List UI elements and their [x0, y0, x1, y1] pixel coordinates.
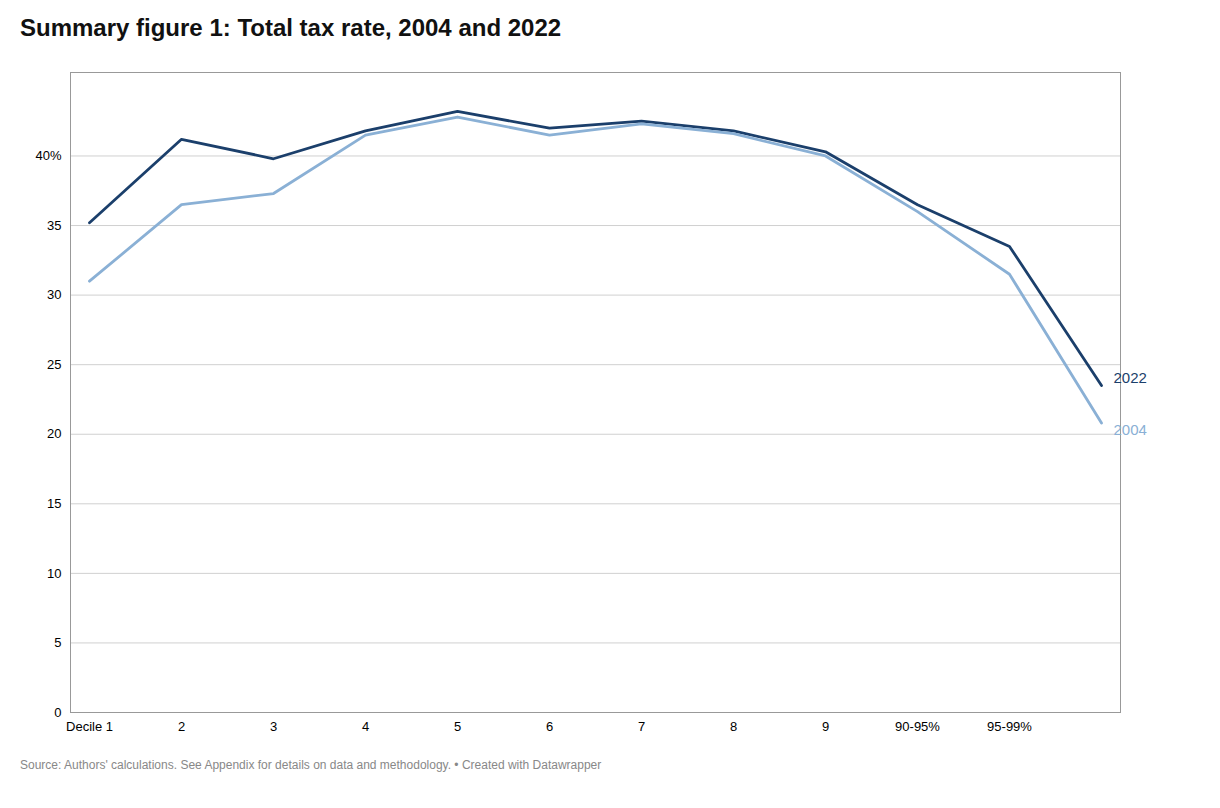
svg-text:2: 2 [178, 719, 185, 734]
svg-text:40%: 40% [35, 148, 61, 163]
svg-text:90-95%: 90-95% [895, 719, 940, 734]
html-text:Summary figure 1: Total tax ra: Summary figure 1: Total tax rate, 2004 a… [20, 14, 562, 41]
svg-text:9: 9 [822, 719, 829, 734]
svg-text:6: 6 [546, 719, 553, 734]
svg-text:5: 5 [54, 635, 61, 650]
svg-text:0: 0 [54, 705, 61, 720]
svg-text:15: 15 [47, 496, 61, 511]
svg-text:20: 20 [47, 426, 61, 441]
svg-text:30: 30 [47, 287, 61, 302]
svg-text:25: 25 [47, 357, 61, 372]
svg-text:2004: 2004 [1114, 421, 1147, 438]
svg-text:4: 4 [362, 719, 369, 734]
svg-text:3: 3 [270, 719, 277, 734]
svg-text:5: 5 [454, 719, 461, 734]
svg-text:35: 35 [47, 218, 61, 233]
html-text:Source: Authors' calculations.: Source: Authors' calculations. See Appen… [20, 758, 602, 772]
svg-text:Decile 1: Decile 1 [66, 719, 113, 734]
svg-text:8: 8 [730, 719, 737, 734]
svg-text:7: 7 [638, 719, 645, 734]
svg-text:2022: 2022 [1114, 369, 1147, 386]
svg-text:10: 10 [47, 566, 61, 581]
svg-text:95-99%: 95-99% [987, 719, 1032, 734]
